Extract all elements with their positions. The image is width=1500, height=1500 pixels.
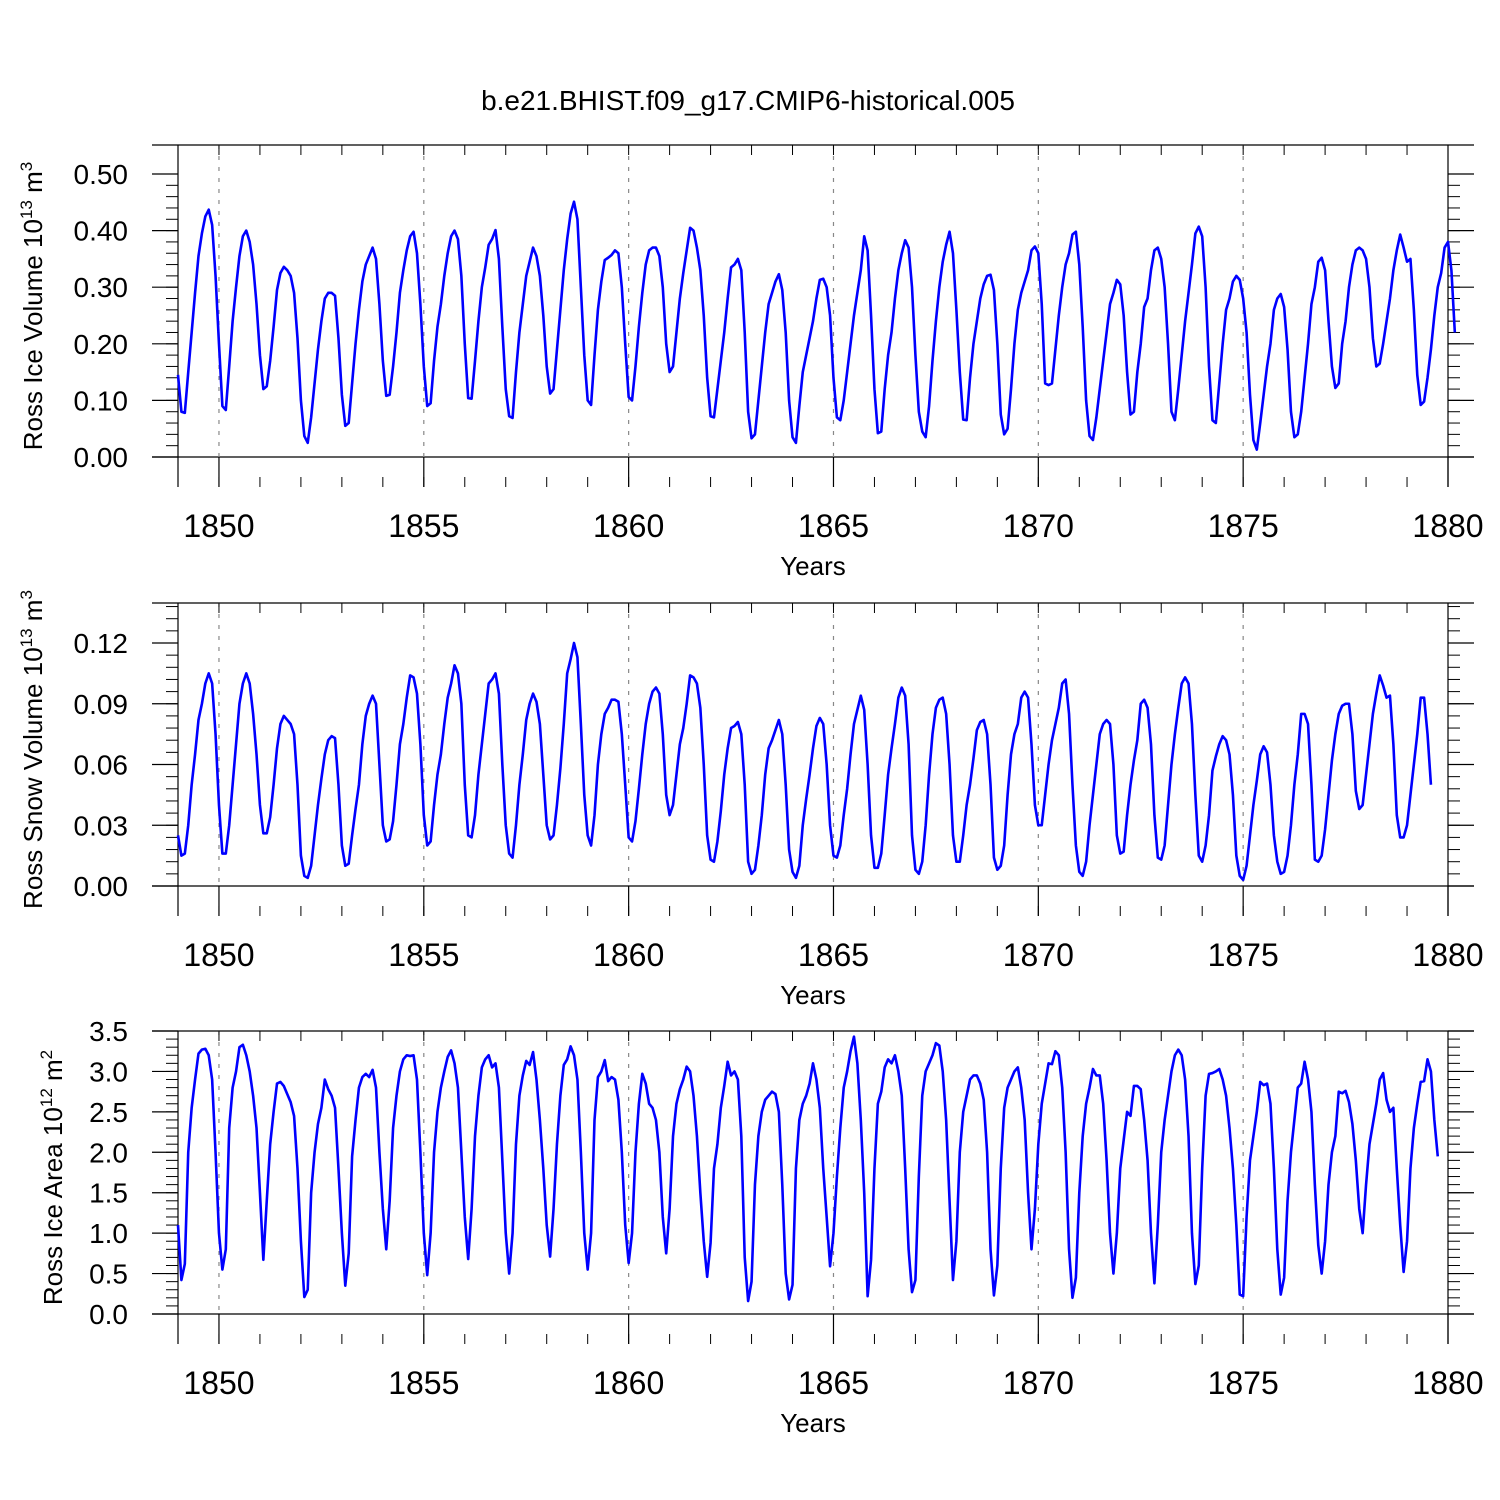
y-tick-label: 2.5 <box>89 1097 128 1128</box>
y-tick-label: 0.40 <box>74 216 129 247</box>
figure-title: b.e21.BHIST.f09_g17.CMIP6-historical.005 <box>481 85 1015 116</box>
panel-ice-area: 1850 1855 1860 1865 1870 1875 1880 0.0 0.5 1.0 1.5… <box>37 1016 1484 1438</box>
y-tick-label: 0.20 <box>74 329 129 360</box>
x-tick-label: 1850 <box>183 1365 254 1401</box>
y-tick-label: 3.5 <box>89 1016 128 1047</box>
x-axis-label: Years <box>780 1408 846 1438</box>
y-tick-label: 0.10 <box>74 385 129 416</box>
y-tick-label: 0.12 <box>74 628 129 659</box>
x-tick-label: 1875 <box>1208 1365 1279 1401</box>
x-tick-label: 1865 <box>798 937 869 973</box>
y-tick-label: 0.09 <box>74 689 129 720</box>
y-tick-label: 1.5 <box>89 1178 128 1209</box>
x-tick-label: 1865 <box>798 1365 869 1401</box>
x-tick-label: 1880 <box>1412 937 1483 973</box>
y-tick-label: 1.0 <box>89 1218 128 1249</box>
y-tick-label: 0.30 <box>74 272 129 303</box>
series-line <box>176 1035 1440 1303</box>
y-axis-label: Ross Ice Volume 1013 m3 <box>17 162 48 451</box>
x-tick-label: 1870 <box>1003 508 1074 544</box>
x-axis-label: Years <box>780 551 846 581</box>
y-tick-label: 0.03 <box>74 810 129 841</box>
x-tick-label: 1850 <box>183 508 254 544</box>
x-tick-label: 1860 <box>593 937 664 973</box>
x-tick-label: 1870 <box>1003 937 1074 973</box>
x-tick-label: 1880 <box>1412 1365 1483 1401</box>
x-tick-label: 1860 <box>593 1365 664 1401</box>
x-tick-label: 1855 <box>388 937 459 973</box>
x-tick-label: 1855 <box>388 1365 459 1401</box>
y-tick-label: 0.00 <box>74 442 129 473</box>
y-tick-label: 0.5 <box>89 1259 128 1290</box>
y-axis-label: Ross Ice Area 1012 m2 <box>37 1050 68 1305</box>
y-tick-label: 0.00 <box>74 871 129 902</box>
panel-ice-volume: 1850 1855 1860 1865 1870 1875 1880 0.00 0.10 0.20… <box>17 144 1484 581</box>
x-tick-label: 1880 <box>1412 508 1483 544</box>
x-tick-label: 1860 <box>593 508 664 544</box>
series-line <box>176 200 1457 451</box>
x-tick-label: 1865 <box>798 508 869 544</box>
y-tick-label: 0.50 <box>74 159 129 190</box>
x-axis-label: Years <box>780 980 846 1010</box>
y-tick-label: 2.0 <box>89 1137 128 1168</box>
panel-snow-volume: 1850 1855 1860 1865 1870 1875 1880 0.00 0.03 0.06… <box>17 590 1484 1010</box>
y-tick-label: 0.06 <box>74 750 129 781</box>
x-tick-label: 1875 <box>1208 508 1279 544</box>
y-tick-label: 3.0 <box>89 1056 128 1087</box>
x-tick-label: 1875 <box>1208 937 1279 973</box>
x-tick-label: 1855 <box>388 508 459 544</box>
series-line <box>176 641 1433 882</box>
x-tick-label: 1850 <box>183 937 254 973</box>
x-tick-label: 1870 <box>1003 1365 1074 1401</box>
y-tick-label: 0.0 <box>89 1299 128 1330</box>
y-axis-label: Ross Snow Volume 1013 m3 <box>17 590 48 909</box>
